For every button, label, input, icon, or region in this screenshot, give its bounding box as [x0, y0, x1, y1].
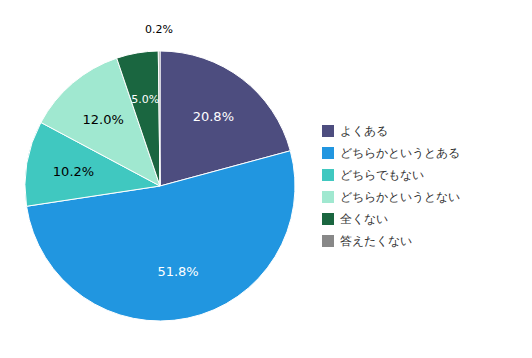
data-label: 0.2% — [145, 23, 173, 36]
legend-item: 全くない — [322, 212, 388, 226]
legend-label: よくある — [340, 124, 388, 138]
legend-swatch — [322, 147, 334, 159]
legend-item: どちらでもない — [322, 168, 424, 182]
legend-swatch — [322, 191, 334, 203]
legend-label: どちらかというとある — [340, 146, 460, 160]
pie-slice — [27, 151, 295, 321]
legend-label: 答えたくない — [340, 234, 412, 248]
data-label: 12.0% — [83, 112, 124, 127]
data-label: 10.2% — [53, 164, 94, 179]
legend-item: どちらかというとある — [322, 146, 460, 160]
data-labels: 20.8% 51.8% 10.2% 12.0% 5.0% 0.2% — [53, 23, 234, 280]
legend-swatch — [322, 235, 334, 247]
legend-item: 答えたくない — [322, 234, 412, 248]
legend-label: どちらかというとない — [340, 190, 460, 204]
legend: よくあるどちらかというとあるどちらでもないどちらかというとない全くない答えたくな… — [322, 124, 460, 248]
pie — [25, 51, 295, 321]
legend-swatch — [322, 125, 334, 137]
legend-swatch — [322, 169, 334, 181]
legend-label: どちらでもない — [340, 168, 424, 182]
data-label: 20.8% — [193, 109, 234, 124]
data-label: 5.0% — [131, 93, 159, 106]
legend-label: 全くない — [340, 212, 388, 226]
legend-item: よくある — [322, 124, 388, 138]
data-label: 51.8% — [157, 264, 198, 279]
pie-slice — [158, 51, 160, 186]
legend-swatch — [322, 213, 334, 225]
chart: 20.8% 51.8% 10.2% 12.0% 5.0% 0.2% よくあるどちらかというと… — [0, 0, 532, 358]
legend-item: どちらかというとない — [322, 190, 460, 204]
